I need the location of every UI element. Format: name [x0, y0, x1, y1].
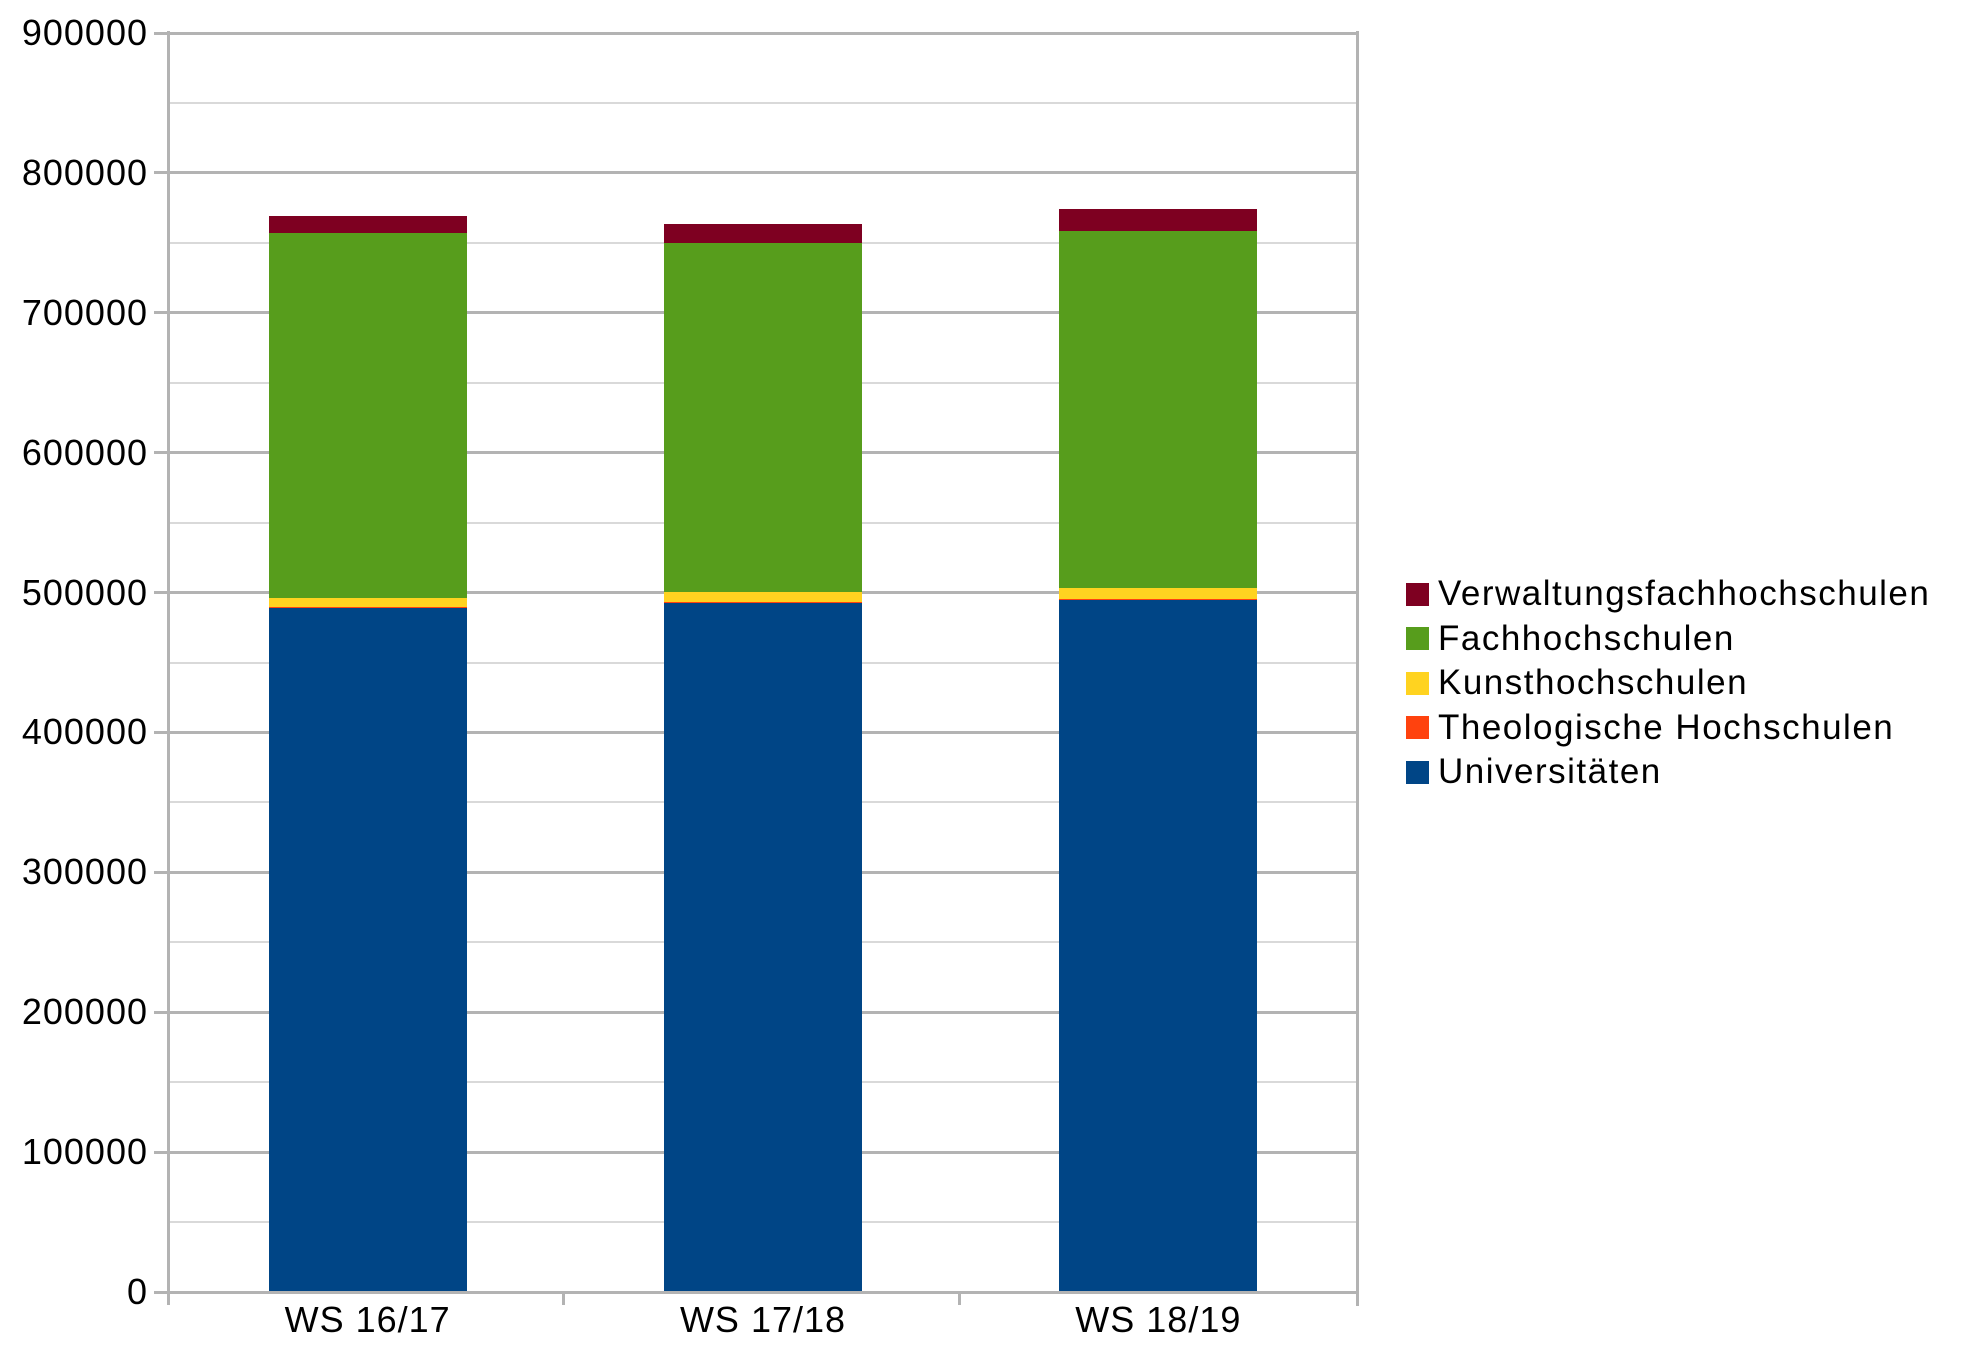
x-axis-tick: [562, 1294, 566, 1305]
bar-segment-kunsthochschulen-ws-17-18: [664, 591, 862, 602]
bar-segment-fachhochschulen-ws-17-18: [664, 242, 862, 592]
bar-segment-fachhochschulen-ws-18-19: [1059, 230, 1258, 589]
y-tick-label: 800000: [21, 151, 148, 193]
y-tick-label: 300000: [21, 851, 148, 893]
y-tick-label: 700000: [21, 291, 148, 333]
y-axis-tick: [154, 451, 167, 455]
y-tick-label: 200000: [21, 991, 148, 1033]
legend-item-verwaltungsfachhochschulen: Verwaltungsfachhochschulen: [1406, 572, 1930, 617]
legend-item-kunsthochschulen: Kunsthochschulen: [1406, 661, 1930, 706]
x-axis-line: [167, 1291, 1359, 1294]
bar-segment-universitaeten-ws-16-17: [268, 607, 467, 1292]
legend-label-universitaeten: Universitäten: [1438, 752, 1662, 792]
y-axis-tick: [154, 1010, 167, 1014]
x-category-label: WS 18/19: [1075, 1299, 1242, 1340]
y-tick-label: 500000: [21, 571, 148, 613]
bar-segment-verwaltungsfachhochschulen-ws-16-17: [268, 215, 467, 234]
y-tick-label: 400000: [21, 711, 148, 753]
y-axis-tick: [154, 870, 167, 874]
legend-color-swatch-fachhochschulen: [1406, 627, 1429, 651]
y-axis-tick: [154, 1150, 167, 1154]
major-gridline: [170, 31, 1356, 35]
legend-color-swatch-theologische-hochschulen: [1406, 716, 1429, 740]
legend-item-theologische-hochschulen: Theologische Hochschulen: [1406, 706, 1930, 751]
bar-segment-theologische-hochschulen-ws-18-19: [1059, 598, 1258, 600]
bar-segment-kunsthochschulen-ws-16-17: [268, 598, 467, 608]
bar-segment-fachhochschulen-ws-16-17: [268, 233, 467, 599]
legend-item-fachhochschulen: Fachhochschulen: [1406, 617, 1930, 662]
bar-segment-theologische-hochschulen-ws-17-18: [664, 601, 862, 603]
y-tick-label: 0: [126, 1271, 148, 1312]
y-tick-label: 900000: [21, 12, 148, 53]
plot-right-border: [1356, 31, 1359, 1306]
y-axis-tick: [154, 31, 167, 35]
y-axis-tick: [154, 171, 167, 175]
bar-segment-verwaltungsfachhochschulen-ws-17-18: [664, 223, 862, 243]
legend-label-fachhochschulen: Fachhochschulen: [1438, 618, 1735, 658]
bar-segment-universitaeten-ws-18-19: [1059, 599, 1258, 1292]
x-axis-tick: [1356, 1294, 1359, 1305]
y-tick-label: 100000: [21, 1131, 148, 1173]
y-axis-tick: [154, 311, 167, 315]
bar-segment-verwaltungsfachhochschulen-ws-18-19: [1059, 208, 1258, 231]
x-axis-tick: [167, 1294, 170, 1305]
y-tick-label: 600000: [21, 431, 148, 473]
legend-item-universitaeten: Universitäten: [1406, 750, 1930, 795]
minor-gridline: [170, 101, 1356, 104]
bar-segment-universitaeten-ws-17-18: [664, 602, 862, 1292]
y-axis-tick: [154, 1290, 167, 1294]
bar-segment-kunsthochschulen-ws-18-19: [1059, 588, 1258, 599]
y-axis-line: [167, 31, 170, 1295]
x-category-label: WS 17/18: [679, 1299, 847, 1340]
legend: Verwaltungsfachhochschulen Fachhochschule…: [1406, 572, 1930, 795]
major-gridline: [170, 171, 1356, 175]
x-category-label: WS 16/17: [284, 1299, 451, 1340]
y-axis-tick: [154, 591, 167, 595]
y-axis-tick: [154, 730, 167, 734]
legend-label-theologische-hochschulen: Theologische Hochschulen: [1438, 707, 1895, 747]
legend-label-verwaltungsfachhochschulen: Verwaltungsfachhochschulen: [1438, 574, 1931, 614]
legend-label-kunsthochschulen: Kunsthochschulen: [1438, 663, 1749, 703]
x-axis-tick: [957, 1294, 961, 1305]
bar-segment-theologische-hochschulen-ws-16-17: [268, 607, 467, 608]
legend-color-swatch-universitaeten: [1406, 760, 1429, 784]
legend-color-swatch-kunsthochschulen: [1406, 671, 1429, 695]
legend-color-swatch-verwaltungsfachhochschulen: [1406, 582, 1429, 606]
